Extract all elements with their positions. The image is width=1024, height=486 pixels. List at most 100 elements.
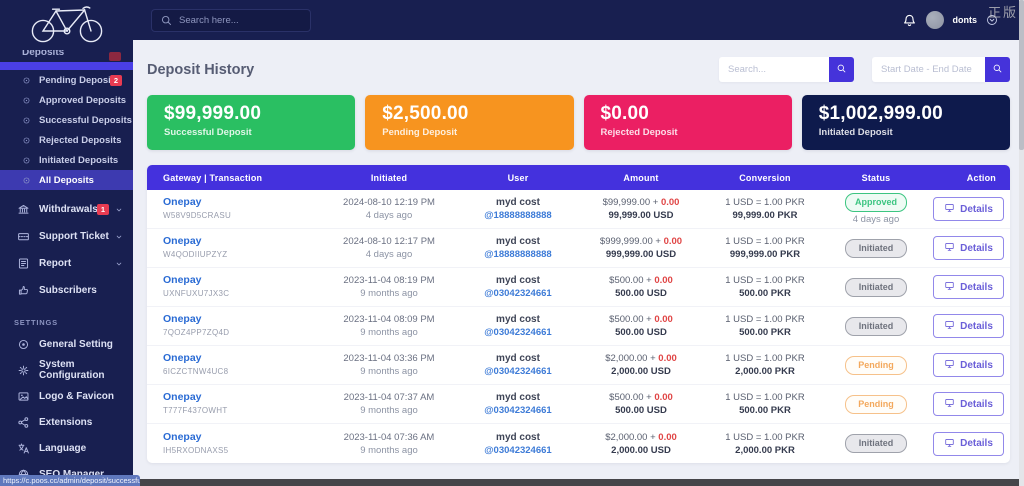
sidebar-item-subscribers[interactable]: Subscribers: [0, 277, 133, 304]
filter-date-input[interactable]: [872, 57, 985, 82]
initiated-ago: 4 days ago: [365, 210, 413, 221]
gateway-link[interactable]: Onepay: [163, 313, 202, 325]
status-ago: 4 days ago: [852, 213, 900, 225]
thumbs-up-icon: [17, 284, 30, 297]
sidebar-item-label: Support Ticket: [39, 231, 109, 242]
sidebar-item-system-configuration[interactable]: System Configuration: [0, 357, 133, 383]
column-header-initiated: Initiated: [370, 172, 408, 183]
gateway-link[interactable]: Onepay: [163, 274, 202, 286]
user-cell: myd cost @03042324661: [459, 268, 577, 306]
filter-date-button[interactable]: [985, 57, 1010, 82]
details-button[interactable]: Details: [933, 392, 1004, 416]
user-handle-link[interactable]: @03042324661: [484, 288, 552, 299]
gateway-link[interactable]: Onepay: [163, 430, 202, 443]
stat-card-initiated-deposit: $1,002,999.00 Initiated Deposit: [801, 95, 1010, 150]
user-handle-link[interactable]: @03042324661: [484, 405, 552, 416]
avatar[interactable]: [925, 11, 944, 29]
logo[interactable]: [0, 0, 133, 50]
filter-search-button[interactable]: [829, 57, 854, 82]
sidebar-item-approved-deposits[interactable]: Approved Deposits: [0, 90, 133, 110]
amount-with-charge: $2,000.00 + 0.00: [605, 431, 677, 443]
sidebar-item-logo-favicon[interactable]: Logo & Favicon: [0, 383, 133, 409]
user-cell: myd cost @18888888888: [459, 229, 577, 267]
search-icon: [836, 62, 847, 77]
gateway-link[interactable]: Onepay: [163, 391, 202, 403]
ticket-icon: [17, 230, 30, 243]
table-row: Onepay T777F437OWHT 2023-11-04 07:37 AM 9 m…: [147, 385, 1010, 424]
initiated-date: 2023-11-04 07:36 AM: [343, 431, 435, 443]
topbar-search[interactable]: [151, 8, 311, 32]
sidebar-item-pending-deposits[interactable]: Pending Deposits 2: [0, 70, 133, 90]
conversion-cell: 1 USD = 1.00 PKR 999,999.00 PKR: [705, 229, 825, 267]
amount-cell: $500.00 + 0.00 500.00 USD: [577, 307, 705, 345]
monitor-icon: [944, 280, 955, 294]
scrollbar[interactable]: [1019, 0, 1024, 486]
sidebar-item-initiated-deposits[interactable]: Initiated Deposits: [0, 150, 133, 170]
bicycle-logo-icon: [26, 2, 108, 49]
conversion-total: 2,000.00 PKR: [735, 366, 795, 377]
username[interactable]: donts: [952, 15, 978, 25]
sidebar-item-label: Subscribers: [39, 285, 97, 296]
image-icon: [17, 390, 30, 403]
initiated-date: 2023-11-04 07:37 AM: [343, 392, 435, 403]
column-header-amount: Amount: [623, 172, 659, 183]
column-header-gateway-transaction: Gateway | Transaction: [163, 172, 263, 183]
sidebar-item-label: Rejected Deposits: [39, 134, 122, 146]
details-button[interactable]: Details: [933, 314, 1004, 338]
user-handle-link[interactable]: @03042324661: [484, 327, 552, 338]
stat-amount: $99,999.00: [164, 103, 262, 124]
gateway-link[interactable]: Onepay: [163, 196, 202, 208]
status-badge: Initiated: [845, 434, 907, 453]
sidebar-item-successful-deposits[interactable]: Successful Deposits: [0, 110, 133, 130]
scrollbar-thumb[interactable]: [1019, 0, 1024, 150]
details-button[interactable]: Details: [933, 431, 1004, 456]
amount-total: 2,000.00 USD: [611, 366, 671, 377]
topbar-search-input[interactable]: [179, 14, 311, 26]
sidebar-item-language[interactable]: Language: [0, 435, 133, 461]
user-handle-link[interactable]: @18888888888: [484, 210, 552, 221]
sidebar-item-support-ticket[interactable]: Support Ticket: [0, 223, 133, 250]
details-button[interactable]: Details: [933, 236, 1004, 260]
amount-with-charge: $500.00 + 0.00: [609, 275, 673, 286]
user-menu-chevron-icon[interactable]: [986, 14, 998, 26]
sidebar-item-withdrawals[interactable]: Withdrawals 1: [0, 196, 133, 223]
sidebar-item-deposits[interactable]: Deposits: [0, 50, 133, 62]
user-handle-link[interactable]: @03042324661: [484, 444, 552, 456]
column-header-user: User: [507, 172, 529, 183]
gateway-link[interactable]: Onepay: [163, 352, 202, 364]
user-name: myd cost: [496, 431, 540, 443]
initiated-ago: 9 months ago: [360, 444, 418, 456]
status-badge: Initiated: [845, 316, 907, 336]
notification-bell-icon[interactable]: [902, 13, 917, 28]
initiated-cell: 2023-11-04 07:36 AM 9 months ago: [319, 424, 459, 463]
details-button[interactable]: Details: [933, 275, 1004, 299]
amount-total: 500.00 USD: [615, 327, 667, 338]
sidebar-item-rejected-deposits[interactable]: Rejected Deposits: [0, 130, 133, 150]
details-button[interactable]: Details: [933, 197, 1004, 221]
sidebar-item-all-deposits[interactable]: All Deposits: [0, 170, 133, 190]
table-row: Onepay W58V9D5CRASU 2024-08-10 12:19 PM 4 d…: [147, 190, 1010, 229]
amount-cell: $2,000.00 + 0.00 2,000.00 USD: [577, 424, 705, 463]
gateway-cell: Onepay IH5RXODNAXS5: [147, 424, 319, 463]
chevron-down-icon: [114, 232, 124, 242]
monitor-icon: [944, 358, 955, 372]
gateway-link[interactable]: Onepay: [163, 235, 202, 247]
status-badge: Pending: [845, 355, 907, 375]
transaction-id: IH5RXODNAXS5: [163, 445, 229, 455]
conversion-total: 500.00 PKR: [739, 288, 791, 299]
sidebar-item-label: Extensions: [39, 416, 93, 428]
user-handle-link[interactable]: @03042324661: [484, 366, 552, 377]
sidebar-item-report[interactable]: Report: [0, 250, 133, 277]
amount-with-charge: $500.00 + 0.00: [609, 314, 673, 325]
initiated-cell: 2024-08-10 12:19 PM 4 days ago: [319, 190, 459, 228]
amount-cell: $500.00 + 0.00 500.00 USD: [577, 268, 705, 306]
sidebar: Deposits Pending Deposits 2 Approved Depos…: [0, 0, 133, 486]
user-handle-link[interactable]: @18888888888: [484, 249, 552, 260]
column-header-conversion: Conversion: [739, 172, 791, 183]
chevron-down-icon: [114, 205, 124, 215]
details-button[interactable]: Details: [933, 353, 1004, 377]
sidebar-item-general-setting[interactable]: General Setting: [0, 331, 133, 357]
initiated-date: 2023-11-04 03:36 PM: [343, 353, 435, 364]
sidebar-item-extensions[interactable]: Extensions: [0, 409, 133, 435]
filter-search-input[interactable]: [719, 57, 829, 82]
